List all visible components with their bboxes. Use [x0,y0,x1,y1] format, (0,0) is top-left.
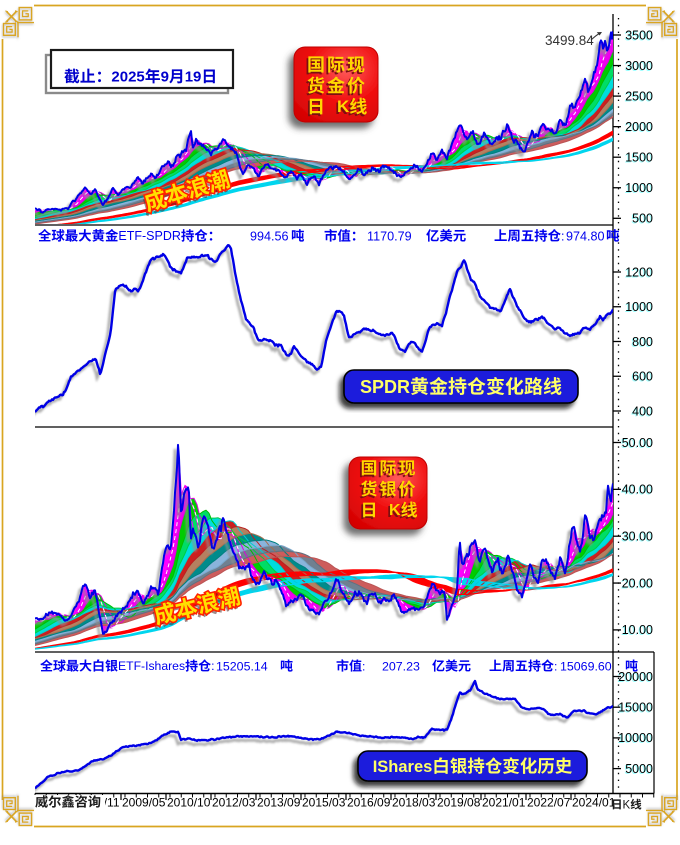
svg-text:15069.60: 15069.60 [560,660,612,674]
svg-text:2021/01: 2021/01 [482,796,526,810]
svg-text:2015/03: 2015/03 [302,796,346,810]
svg-text:10000: 10000 [618,731,653,745]
svg-text:5000: 5000 [625,762,653,776]
svg-text:2019/08: 2019/08 [437,796,481,810]
svg-text:400: 400 [632,404,653,418]
svg-text:600: 600 [632,370,653,384]
svg-text:15000: 15000 [618,701,653,715]
svg-text:2025: 2025 [111,69,144,86]
svg-text:20.00: 20.00 [622,576,653,590]
svg-text:K: K [337,97,350,116]
svg-text:10.00: 10.00 [622,623,653,637]
svg-text:1000: 1000 [625,300,653,314]
svg-text:15205.14: 15205.14 [216,660,268,674]
svg-text:2012/03: 2012/03 [212,796,256,810]
svg-text:974.80: 974.80 [566,230,605,244]
svg-text:K: K [623,800,631,812]
svg-text:40.00: 40.00 [622,483,653,497]
svg-text::: : [554,660,557,674]
svg-text::: : [211,659,214,673]
svg-text:3499.84: 3499.84 [545,33,594,48]
svg-text:800: 800 [632,335,653,349]
svg-text:IShares: IShares [373,758,433,776]
svg-text:ETF-Ishares: ETF-Ishares [118,659,185,673]
svg-text:994.56: 994.56 [250,230,289,244]
svg-text:2000: 2000 [625,120,653,134]
svg-text:19: 19 [185,69,202,86]
svg-text:2022/07: 2022/07 [527,796,571,810]
svg-text:1170.79: 1170.79 [367,230,412,244]
svg-text:ETF-SPDR: ETF-SPDR [118,229,180,243]
svg-text:207.23: 207.23 [382,660,420,674]
svg-text:2010/10: 2010/10 [167,796,211,810]
svg-text:9: 9 [161,69,169,86]
svg-text:2500: 2500 [625,89,653,103]
svg-text::: : [561,230,564,244]
svg-text:2018/03: 2018/03 [392,796,436,810]
svg-text:50.00: 50.00 [622,436,653,450]
svg-text:20000: 20000 [618,670,653,684]
svg-text:2016/09: 2016/09 [347,796,391,810]
svg-text:2013/09: 2013/09 [257,796,301,810]
svg-text:1500: 1500 [625,151,653,165]
svg-text:500: 500 [632,212,653,226]
svg-text:3500: 3500 [625,28,653,42]
svg-text:3000: 3000 [625,59,653,73]
svg-text::: : [362,660,365,674]
svg-text:30.00: 30.00 [622,530,653,544]
svg-text:SPDR: SPDR [360,377,410,397]
svg-text:2024/01: 2024/01 [572,796,616,810]
svg-text:1200: 1200 [625,265,653,279]
svg-text:2009/05: 2009/05 [122,796,166,810]
svg-text:1000: 1000 [625,181,653,195]
svg-text:K: K [387,504,399,521]
svg-text:K: K [335,99,348,118]
svg-text:K: K [389,502,401,519]
